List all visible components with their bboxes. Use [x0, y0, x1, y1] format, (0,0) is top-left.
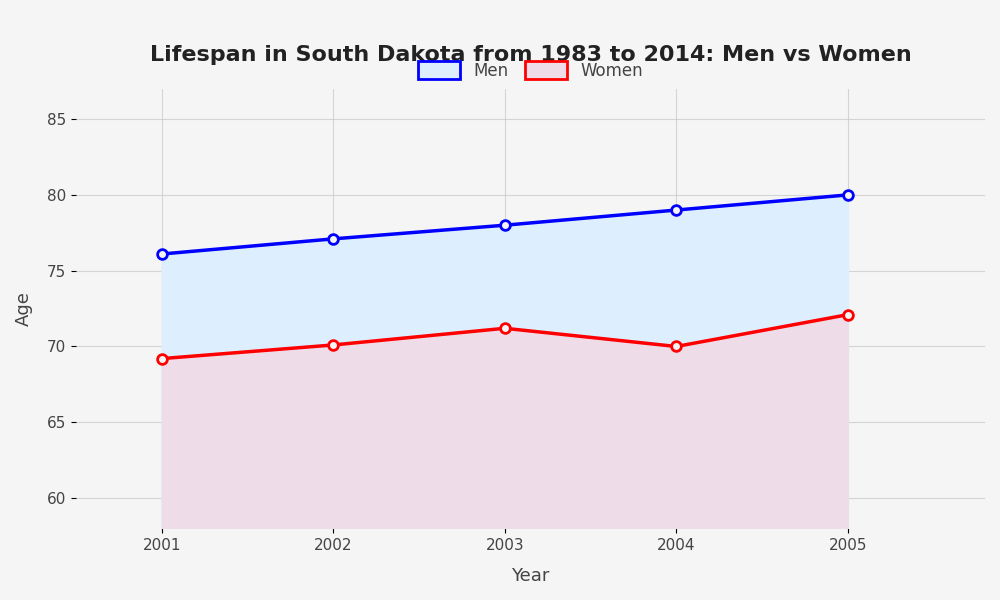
- Legend: Men, Women: Men, Women: [410, 53, 651, 88]
- X-axis label: Year: Year: [511, 567, 550, 585]
- Title: Lifespan in South Dakota from 1983 to 2014: Men vs Women: Lifespan in South Dakota from 1983 to 20…: [150, 45, 911, 65]
- Y-axis label: Age: Age: [15, 291, 33, 326]
